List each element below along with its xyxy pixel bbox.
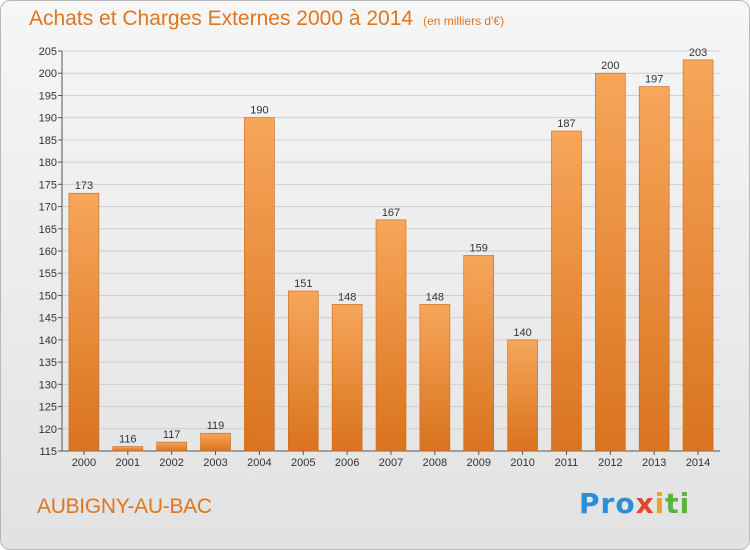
y-tick-label: 135	[39, 357, 57, 369]
bar-2008	[419, 304, 451, 452]
bar-2003	[200, 432, 231, 452]
value-label-2001: 116	[119, 434, 137, 446]
x-tick-label-2012: 2012	[598, 457, 622, 469]
x-tick-label-2006: 2006	[335, 457, 359, 469]
bar-2005	[287, 290, 319, 452]
y-tick-label: 155	[39, 268, 57, 280]
logo-part-2: x	[635, 487, 655, 520]
chart-unit: (en milliers d'€)	[423, 14, 505, 28]
logo-part-4: ti	[665, 487, 691, 520]
x-tick-label-2003: 2003	[203, 457, 227, 469]
y-tick-label: 120	[39, 424, 57, 436]
y-tick-label: 205	[39, 46, 57, 58]
value-label-2004: 190	[250, 105, 268, 117]
value-label-2014: 203	[689, 47, 707, 59]
y-tick-label: 145	[39, 313, 57, 325]
chart-title: Achats et Charges Externes 2000 à 2014 (e…	[29, 7, 504, 31]
y-tick-label: 160	[39, 246, 57, 258]
y-tick-label: 185	[39, 135, 57, 147]
x-tick-label-2004: 2004	[247, 457, 271, 469]
x-tick-label-2013: 2013	[642, 457, 666, 469]
value-label-2009: 159	[470, 242, 488, 254]
bar-2009	[463, 255, 495, 452]
bar-2012	[595, 72, 626, 452]
value-label-2010: 140	[513, 327, 531, 339]
value-label-2008: 148	[426, 291, 444, 303]
x-tick-label-2001: 2001	[116, 457, 140, 469]
y-tick-label: 115	[39, 446, 57, 458]
y-tick-label: 140	[39, 335, 57, 347]
y-tick-label: 195	[39, 90, 57, 102]
x-tick-label-2014: 2014	[686, 457, 710, 469]
logo-part-3: i	[654, 487, 666, 520]
value-label-2013: 197	[645, 74, 663, 86]
value-label-2003: 119	[207, 420, 225, 432]
bar-2013	[638, 86, 670, 452]
y-tick-label: 165	[39, 224, 57, 236]
bar-2007	[375, 219, 407, 452]
x-tick-label-2000: 2000	[72, 457, 96, 469]
bar-2011	[551, 130, 582, 452]
chart-title-text: Achats et Charges Externes 2000 à 2014	[29, 7, 414, 30]
x-tick-label-2002: 2002	[159, 457, 183, 469]
value-label-2012: 200	[601, 60, 619, 72]
bar-2004	[244, 117, 275, 452]
value-label-2007: 167	[382, 207, 400, 219]
y-tick-label: 150	[39, 290, 57, 302]
bars	[68, 59, 714, 452]
x-tick-label-2009: 2009	[466, 457, 490, 469]
bar-2006	[331, 304, 363, 452]
bar-2001	[112, 446, 144, 452]
value-label-2005: 151	[294, 278, 312, 290]
bar-2000	[68, 192, 100, 452]
commune-name: AUBIGNY-AU-BAC	[37, 495, 212, 518]
value-label-2000: 173	[75, 180, 93, 192]
proxiti-logo[interactable]: Proxiti	[579, 487, 690, 520]
x-tick-label-2008: 2008	[423, 457, 447, 469]
y-tick-label: 130	[39, 379, 57, 391]
value-label-2002: 117	[163, 429, 181, 441]
bar-2010	[507, 339, 538, 452]
value-label-2011: 187	[557, 118, 575, 130]
y-tick-label: 175	[39, 179, 57, 191]
y-tick-label: 190	[39, 113, 57, 125]
labels: 115 120 125 130 135 140 145 150 155 160 165 170 175 1…	[39, 46, 711, 469]
x-tick-label-2011: 2011	[555, 457, 579, 469]
value-label-2006: 148	[338, 291, 356, 303]
y-tick-label: 180	[39, 157, 57, 169]
bar-2014	[682, 59, 714, 452]
y-tick-label: 200	[39, 68, 57, 80]
bar-2002	[156, 441, 187, 452]
x-tick-label-2007: 2007	[379, 457, 403, 469]
x-tick-label-2010: 2010	[510, 457, 534, 469]
x-tick-label-2005: 2005	[291, 457, 315, 469]
y-tick-label: 170	[39, 202, 57, 214]
logo-part-1: Pro	[579, 487, 636, 520]
y-tick-label: 125	[39, 402, 57, 414]
